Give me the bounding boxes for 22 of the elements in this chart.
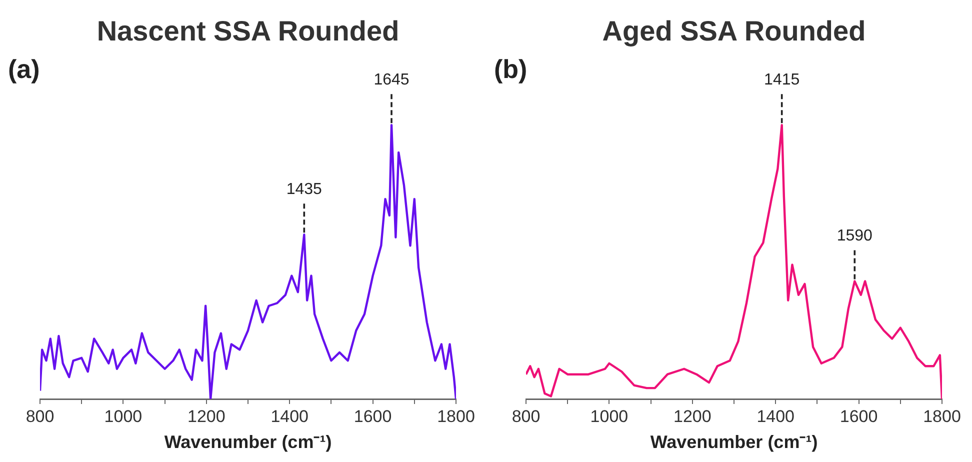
- chart-title: Nascent SSA Rounded: [96, 16, 400, 47]
- x-tick-label: 800: [512, 406, 540, 426]
- annotation: 1435: [286, 181, 322, 198]
- x-tick-label: 1800: [923, 406, 961, 426]
- chart-title: Aged SSA Rounded: [602, 16, 866, 47]
- text: (a): [8, 54, 40, 84]
- x-axis-title: Wavenumber (cm⁻¹): [164, 432, 332, 452]
- x-axis-title: Wavenumber (cm⁻¹): [650, 432, 818, 452]
- x-tick-label: 1400: [756, 406, 795, 426]
- x-tick-label: 1200: [673, 406, 712, 426]
- x-tick-label: 1400: [270, 406, 309, 426]
- x-tick-label: 1800: [437, 406, 475, 426]
- annotation: 1645: [374, 71, 410, 88]
- x-tick-label: 1000: [590, 406, 628, 426]
- x-tick-label: 1600: [840, 406, 878, 426]
- text: (b): [494, 54, 528, 84]
- x-tick-label: 1200: [187, 406, 226, 426]
- x-tick-label: 1600: [354, 406, 392, 426]
- annotation: 1590: [836, 228, 873, 245]
- annotation: 1415: [764, 71, 800, 88]
- x-tick-label: 1000: [104, 406, 142, 426]
- x-tick-label: 800: [26, 406, 54, 426]
